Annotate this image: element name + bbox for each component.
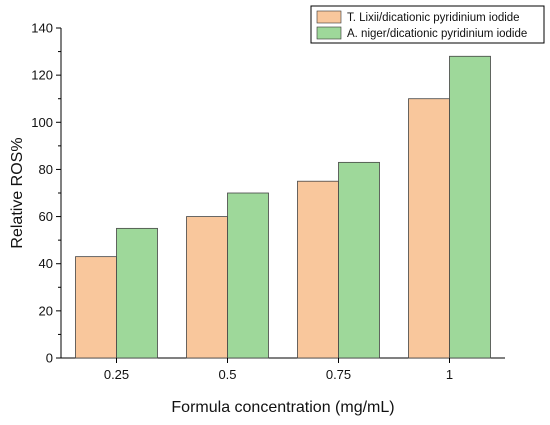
bar	[186, 216, 228, 359]
x-axis-ticks: 0.25 0.5 0.75 1	[104, 358, 453, 382]
legend-swatch	[316, 10, 342, 24]
bars-group	[75, 55, 491, 359]
y-tick-label: 0	[46, 351, 53, 366]
y-axis-title: Relative ROS%	[9, 137, 26, 248]
x-tick-label: 1	[446, 367, 453, 382]
bar	[75, 256, 117, 359]
y-tick-label: 120	[31, 68, 53, 83]
x-tick-label: 0.75	[326, 367, 351, 382]
legend-box	[310, 5, 545, 44]
y-tick-label: 100	[31, 115, 53, 130]
y-tick-label: 140	[31, 21, 53, 36]
x-tick-label: 0.25	[104, 367, 129, 382]
legend-swatch	[316, 26, 342, 40]
y-tick-label: 20	[39, 303, 53, 318]
bar	[338, 161, 380, 359]
legend: T. Lixii/dicationic pyridinium iodide A.…	[310, 5, 545, 44]
bar	[297, 180, 339, 359]
bar	[408, 98, 450, 359]
legend-label: T. Lixii/dicationic pyridinium iodide	[347, 12, 520, 24]
bar	[449, 55, 491, 359]
y-tick-label: 80	[39, 162, 53, 177]
x-axis-title: Formula concentration (mg/mL)	[171, 399, 394, 416]
y-tick-label: 40	[39, 256, 53, 271]
bar	[227, 192, 269, 359]
x-tick-label: 0.5	[218, 367, 236, 382]
legend-label: A. niger/dicationic pyridinium iodide	[347, 28, 527, 40]
y-tick-label: 60	[39, 209, 53, 224]
y-axis-ticks: 0 20 40 60 80 100 120 140	[31, 21, 61, 366]
bar	[116, 227, 158, 359]
